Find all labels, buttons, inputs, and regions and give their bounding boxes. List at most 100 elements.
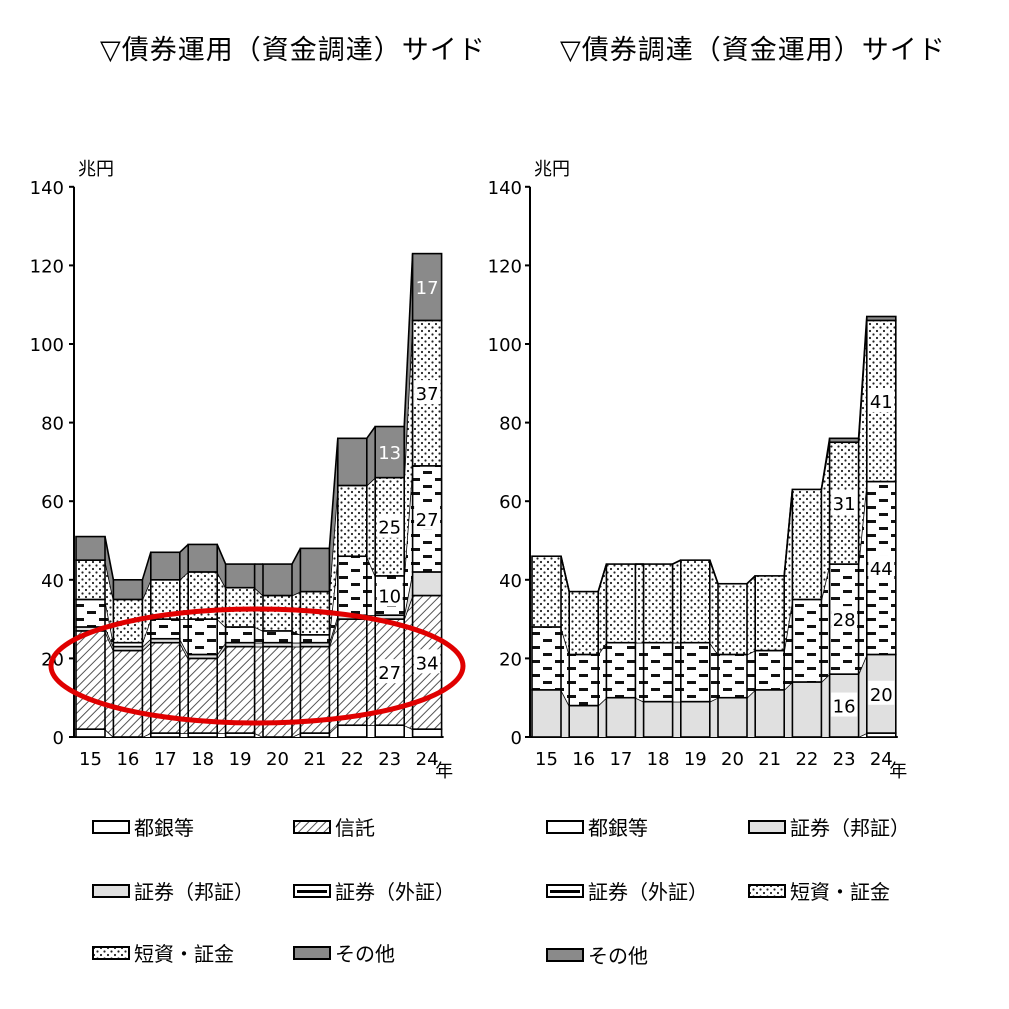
legend-swatch-sonota [293,945,331,960]
data-label-bg [376,582,403,607]
connector-line [141,552,152,581]
bar-segment [336,484,368,558]
legend-swatch-tanshi [92,945,130,960]
bar-segment [336,618,368,727]
y-tick-label: 80 [499,414,522,435]
bar-segment [531,626,562,691]
connector-line [104,536,115,580]
legend-swatch-tanshi [748,883,786,898]
legend-item: 証券（邦証） [748,812,910,841]
bar-segment [262,630,293,644]
x-tick-label: 18 [191,749,214,770]
bar-segment [112,649,144,738]
x-tick-label: 20 [266,749,289,770]
legend-swatch-shintaku [293,819,331,834]
data-label-bg [376,513,403,538]
connector-line [291,547,302,565]
data-label: 17 [416,278,439,299]
legend-swatch-hosho [92,883,130,898]
y-tick-label: 60 [41,492,64,513]
connector-band [105,536,114,600]
legend-swatch-gaisho [293,883,331,898]
bar-segment [865,315,897,322]
connector-line [857,316,868,439]
bar-segment [679,641,711,703]
x-axis-label: 年 [435,761,453,782]
data-label-bg [376,439,403,464]
legend-swatch-gaisho [546,883,584,898]
bar-segment [187,618,218,656]
bar-segment [299,634,331,644]
bar-segment [150,618,181,640]
connector-line [783,489,794,576]
connector-band [858,320,867,565]
x-tick-label: 21 [758,749,781,770]
bar-segment [411,728,443,738]
y-tick-label: 0 [53,728,64,749]
y-tick-label: 100 [30,335,64,356]
x-tick-label: 15 [535,749,558,770]
connector-band [292,591,301,635]
connector-band [329,619,338,734]
connector-band [366,725,376,737]
data-label: 28 [833,610,856,631]
legend-item: 証券（外証） [546,876,708,905]
connector-band [672,642,681,702]
bar-segment [568,590,600,656]
x-tick-label: 18 [647,749,670,770]
data-label-bg [868,387,895,412]
bar-segment [336,437,368,487]
connector-band [254,642,263,647]
bar-segment [224,563,256,589]
connector-band [709,642,718,702]
x-tick-label: 15 [79,749,102,770]
data-label: 27 [378,663,401,684]
data-label: 20 [870,685,893,706]
connector-band [747,575,756,655]
connector-band [366,556,376,616]
x-tick-label: 20 [721,749,744,770]
y-tick-label: 60 [499,492,522,513]
bar-segment [224,626,256,644]
legend-item: 短資・証金 [92,938,234,967]
bar-segment [75,728,106,738]
y-tick-label: 120 [488,256,522,277]
bar-segment [262,563,293,597]
connector-line [709,559,719,584]
connector-band [217,733,226,737]
legend-label: 短資・証金 [790,880,890,904]
data-label-bg [831,490,858,515]
y-axis-label: 兆円 [534,159,570,180]
connector-line [403,253,414,427]
bar-segment [605,641,637,699]
connector-band [292,642,301,647]
bar-segment [568,704,600,738]
connector-band [598,642,607,706]
legend-swatch-hosho [748,819,786,834]
bar-segment [299,547,331,593]
connector-band [858,654,867,737]
legend-label: 都銀等 [588,816,648,840]
bar-segment [791,681,823,738]
data-label: 41 [870,392,893,413]
data-label: 27 [416,510,439,531]
connector-band [217,646,226,734]
connector-band [784,599,793,690]
connector-band [561,689,570,737]
connector-band [329,485,338,635]
y-tick-label: 140 [488,178,522,199]
connector-band [179,619,189,655]
bar-segment [791,598,823,683]
bar-segment [150,551,181,581]
x-tick-label: 22 [795,749,818,770]
connector-line [179,543,189,553]
legend-label: 短資・証金 [134,942,234,966]
connector-band [217,571,226,627]
bar-segment [679,559,711,644]
legend-label: 都銀等 [134,816,194,840]
bar-segment [605,696,637,738]
x-tick-label: 17 [154,749,177,770]
legend-item: 証券（外証） [293,876,455,905]
data-label-bg [414,274,441,299]
